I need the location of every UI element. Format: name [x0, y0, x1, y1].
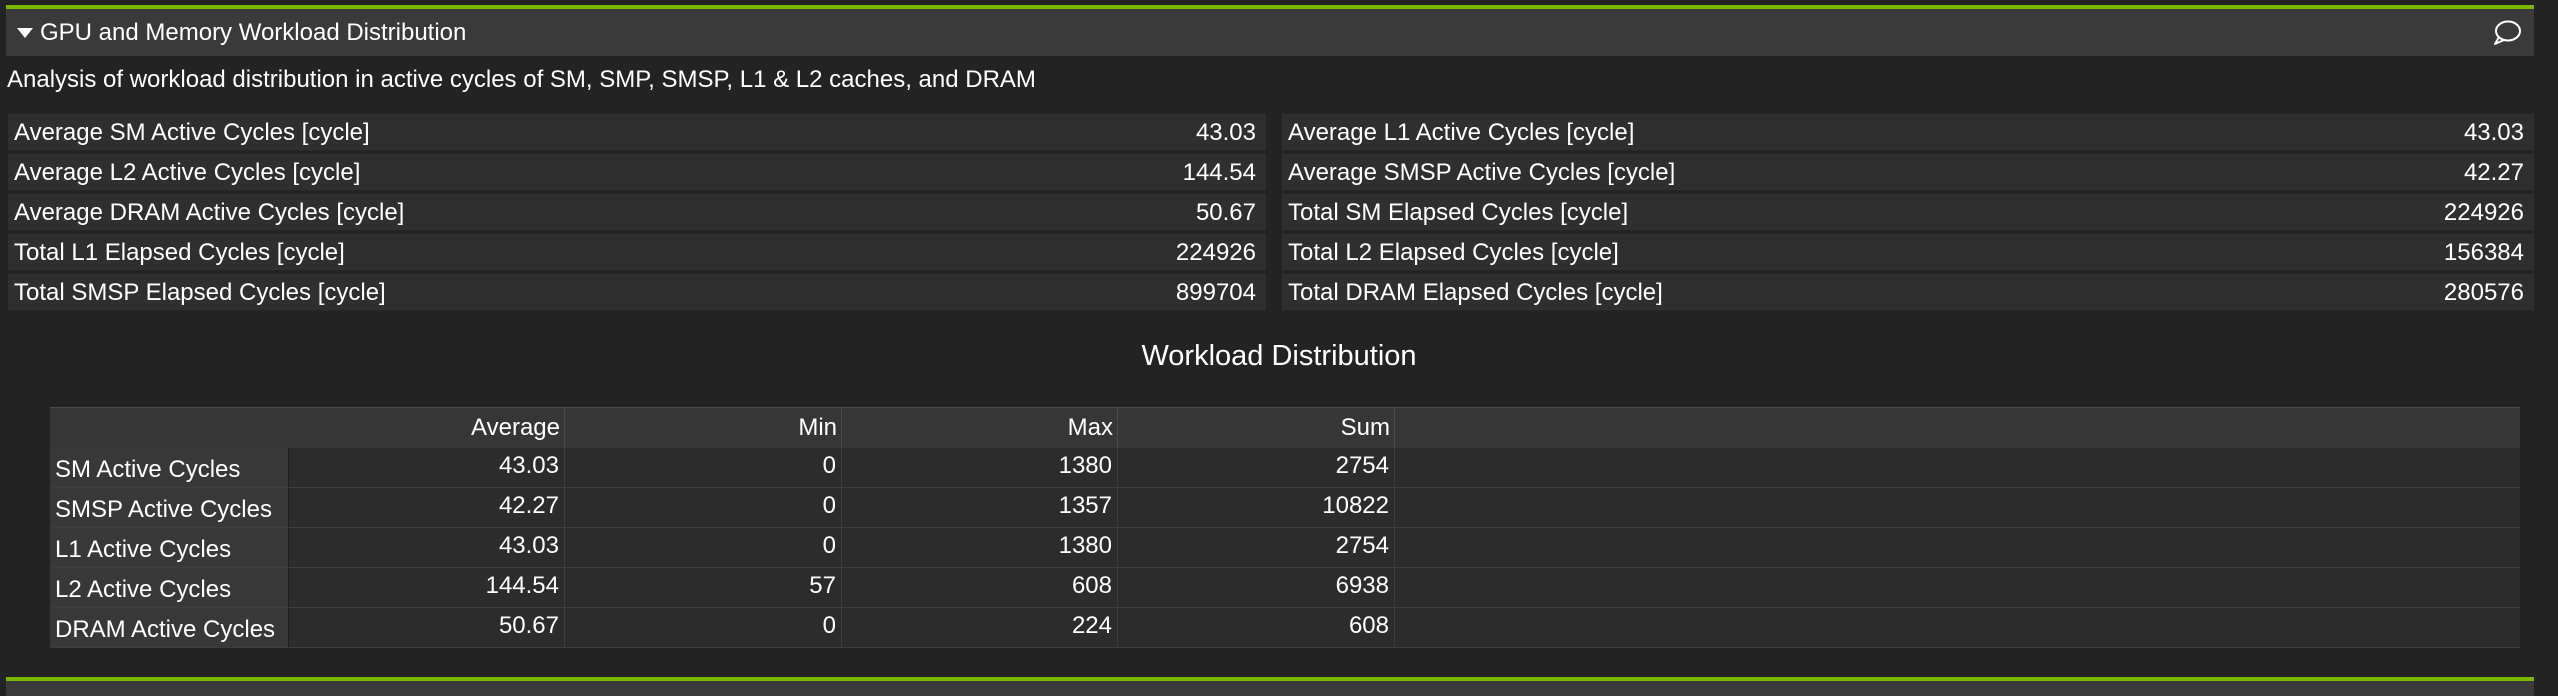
metric-label: Total SMSP Elapsed Cycles [cycle] [14, 279, 386, 306]
row-label: L1 Active Cycles [50, 528, 289, 567]
table-row: SMSP Active Cycles 42.27 0 1357 10822 [50, 488, 2520, 528]
metric-value: 43.03 [1195, 119, 1256, 146]
column-header-average[interactable]: Average [50, 408, 565, 448]
triangle-down-icon[interactable] [10, 9, 40, 56]
cell-min: 0 [565, 488, 842, 527]
cell-max: 1357 [842, 488, 1118, 527]
table-row: SM Active Cycles 43.03 0 1380 2754 [50, 448, 2520, 488]
next-section-accent-bar [6, 677, 2534, 681]
cell-average: 42.27 [289, 488, 565, 527]
row-filler [1395, 568, 2520, 607]
metric-row: Total L1 Elapsed Cycles [cycle] 224926 T… [8, 233, 2534, 273]
metric-value: 224926 [2443, 199, 2524, 226]
column-header-max[interactable]: Max [842, 408, 1118, 448]
cell-average: 50.67 [289, 608, 565, 647]
column-header-min[interactable]: Min [565, 408, 842, 448]
cell-max: 1380 [842, 528, 1118, 567]
metric-grid: Average SM Active Cycles [cycle] 43.03 A… [8, 113, 2534, 313]
metric-value: 43.03 [2463, 119, 2524, 146]
metric-cell: Total SM Elapsed Cycles [cycle] 224926 [1282, 193, 2534, 231]
metric-value: 156384 [2443, 239, 2524, 266]
metric-row: Average DRAM Active Cycles [cycle] 50.67… [8, 193, 2534, 233]
metric-label: Average L2 Active Cycles [cycle] [14, 159, 361, 186]
column-header-sum[interactable]: Sum [1118, 408, 1395, 448]
speech-bubble-icon[interactable] [2492, 19, 2522, 47]
metric-label: Total SM Elapsed Cycles [cycle] [1288, 199, 1629, 226]
workload-distribution-title: Workload Distribution [1141, 340, 1417, 372]
row-filler [1395, 448, 2520, 487]
metric-label: Average SMSP Active Cycles [cycle] [1288, 159, 1676, 186]
table-row: L1 Active Cycles 43.03 0 1380 2754 [50, 528, 2520, 568]
row-label: L2 Active Cycles [50, 568, 289, 607]
row-label: DRAM Active Cycles [50, 608, 289, 647]
metric-value: 42.27 [2463, 159, 2524, 186]
cell-min: 0 [565, 448, 842, 487]
table-header: Average Min Max Sum [50, 407, 2520, 448]
metric-cell: Average L1 Active Cycles [cycle] 43.03 [1282, 113, 2534, 151]
row-label: SM Active Cycles [50, 448, 289, 487]
section-accent-bar [6, 5, 2534, 9]
metric-row: Average L2 Active Cycles [cycle] 144.54 … [8, 153, 2534, 193]
metric-row: Total SMSP Elapsed Cycles [cycle] 899704… [8, 273, 2534, 313]
metric-cell: Average SMSP Active Cycles [cycle] 42.27 [1282, 153, 2534, 191]
cell-average: 43.03 [289, 448, 565, 487]
metric-label: Average SM Active Cycles [cycle] [14, 119, 370, 146]
metric-cell: Total L1 Elapsed Cycles [cycle] 224926 [8, 233, 1266, 271]
section-title: GPU and Memory Workload Distribution [40, 18, 467, 46]
row-filler [1395, 488, 2520, 527]
metric-value: 50.67 [1195, 199, 1256, 226]
metric-cell: Total DRAM Elapsed Cycles [cycle] 280576 [1282, 273, 2534, 311]
metric-value: 224926 [1175, 239, 1256, 266]
metric-value: 899704 [1175, 279, 1256, 306]
workload-distribution-table: Average Min Max Sum SM Active Cycles 43.… [50, 407, 2520, 648]
row-filler [1395, 608, 2520, 647]
metric-cell: Average SM Active Cycles [cycle] 43.03 [8, 113, 1266, 151]
table-row: L2 Active Cycles 144.54 57 608 6938 [50, 568, 2520, 608]
cell-sum: 2754 [1118, 448, 1395, 487]
cell-max: 608 [842, 568, 1118, 607]
cell-max: 1380 [842, 448, 1118, 487]
cell-min: 57 [565, 568, 842, 607]
cell-average: 43.03 [289, 528, 565, 567]
cell-max: 224 [842, 608, 1118, 647]
section-header[interactable]: GPU and Memory Workload Distribution [6, 9, 2534, 56]
cell-min: 0 [565, 608, 842, 647]
row-label: SMSP Active Cycles [50, 488, 289, 527]
metric-cell: Average L2 Active Cycles [cycle] 144.54 [8, 153, 1266, 191]
cell-sum: 10822 [1118, 488, 1395, 527]
metric-value: 280576 [2443, 279, 2524, 306]
metric-cell: Total L2 Elapsed Cycles [cycle] 156384 [1282, 233, 2534, 271]
metric-label: Total L1 Elapsed Cycles [cycle] [14, 239, 345, 266]
metric-label: Total DRAM Elapsed Cycles [cycle] [1288, 279, 1663, 306]
metric-label: Average L1 Active Cycles [cycle] [1288, 119, 1635, 146]
section-description: Analysis of workload distribution in act… [7, 66, 1036, 93]
cell-average: 144.54 [289, 568, 565, 607]
metric-label: Total L2 Elapsed Cycles [cycle] [1288, 239, 1619, 266]
next-section-header[interactable] [6, 681, 2534, 696]
cell-sum: 6938 [1118, 568, 1395, 607]
row-filler [1395, 528, 2520, 567]
cell-min: 0 [565, 528, 842, 567]
metric-cell: Total SMSP Elapsed Cycles [cycle] 899704 [8, 273, 1266, 311]
cell-sum: 2754 [1118, 528, 1395, 567]
metric-value: 144.54 [1182, 159, 1256, 186]
metric-cell: Average DRAM Active Cycles [cycle] 50.67 [8, 193, 1266, 231]
table-row: DRAM Active Cycles 50.67 0 224 608 [50, 608, 2520, 648]
metric-row: Average SM Active Cycles [cycle] 43.03 A… [8, 113, 2534, 153]
metric-label: Average DRAM Active Cycles [cycle] [14, 199, 405, 226]
cell-sum: 608 [1118, 608, 1395, 647]
